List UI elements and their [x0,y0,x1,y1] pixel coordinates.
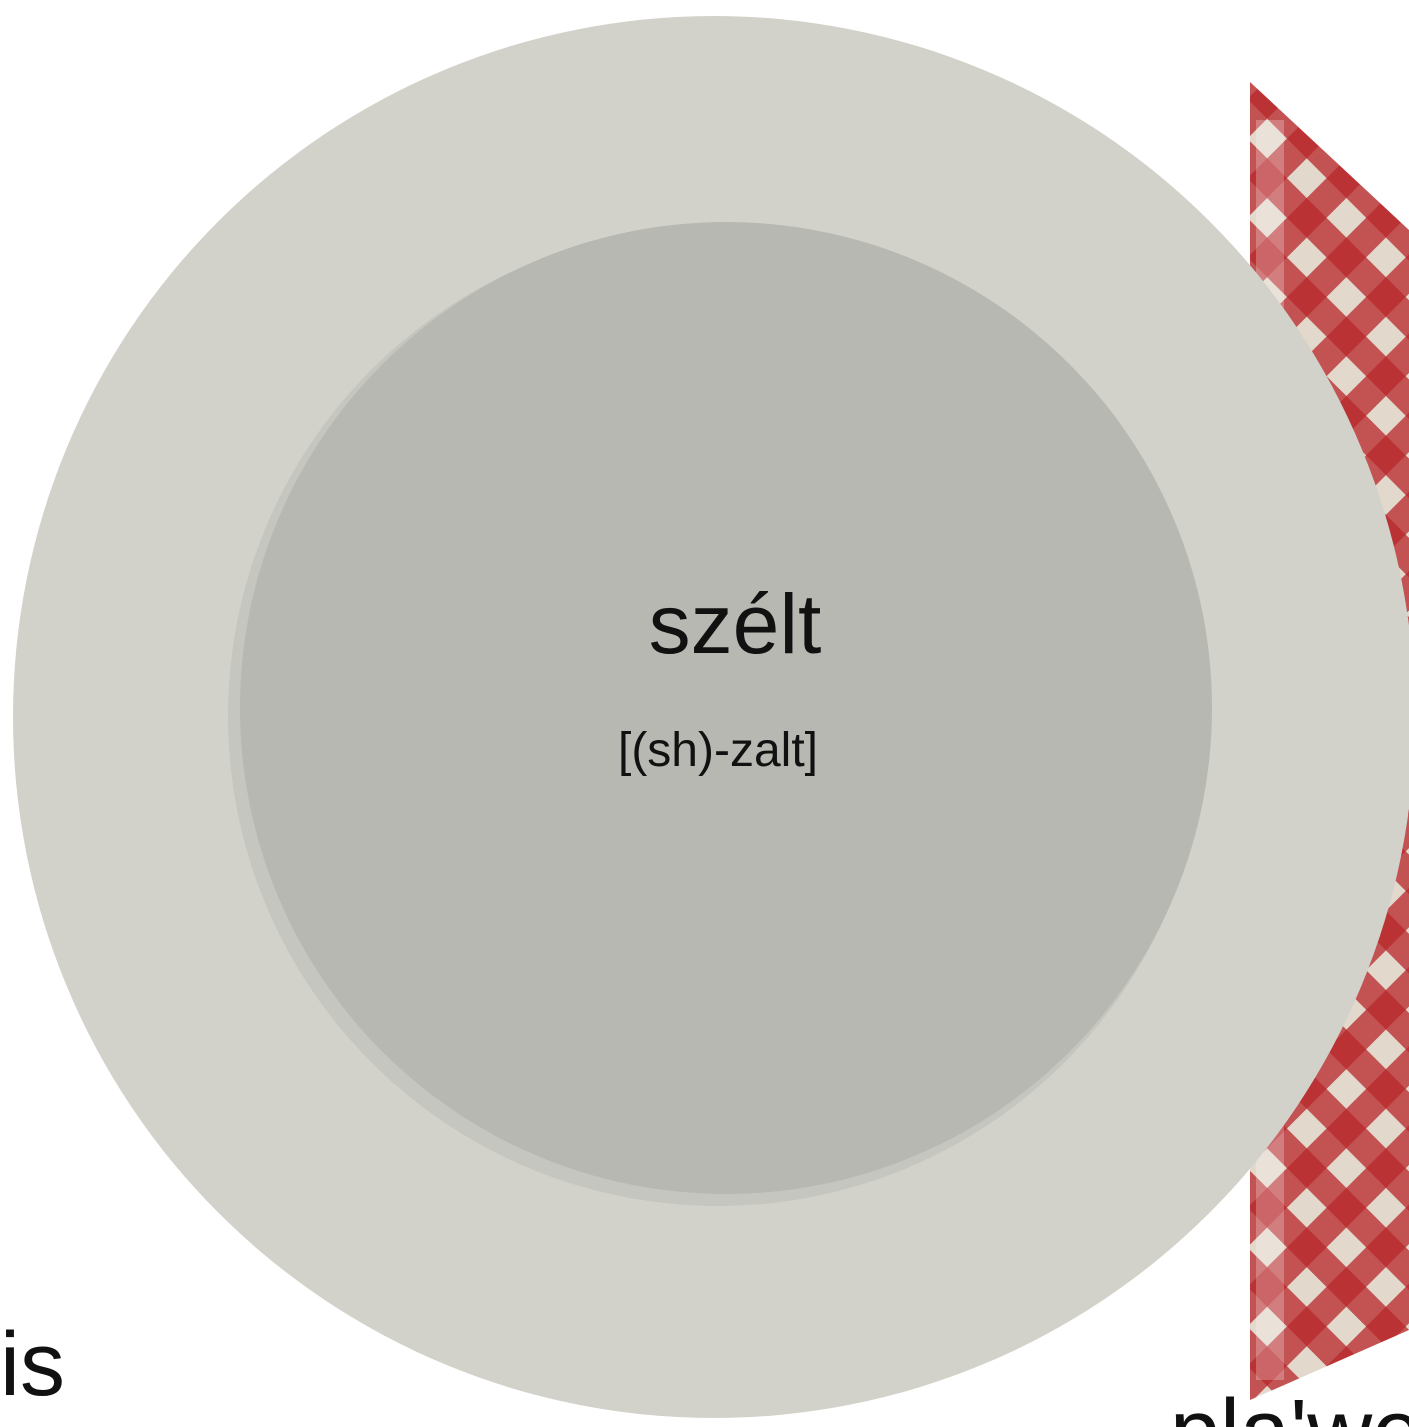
bottom-right-text: pla'we [1170,1382,1409,1427]
word: szélt [649,577,822,671]
page: szélt [(sh)-zalt] is pla'we (() => { con… [0,0,1409,1427]
scene: szélt [(sh)-zalt] is pla'we [0,0,1409,1427]
plate-well [240,222,1212,1194]
left-text: is [0,1315,65,1415]
pronunciation: [(sh)-zalt] [618,724,818,777]
